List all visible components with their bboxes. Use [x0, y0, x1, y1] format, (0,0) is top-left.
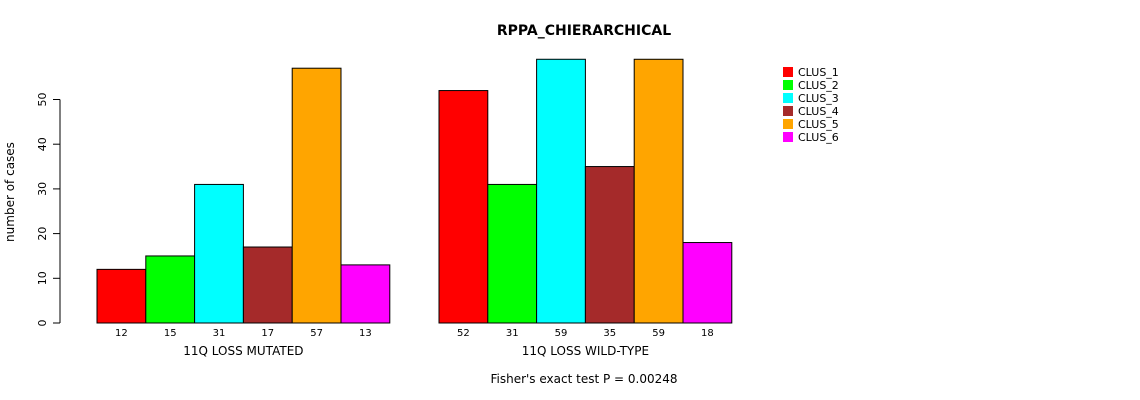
bar-count-label: 17 [261, 328, 274, 339]
group-labels: 11Q LOSS MUTATED 11Q LOSS WILD-TYPE [183, 344, 649, 358]
legend-label: CLUS_3 [798, 92, 839, 105]
chart-title: RPPA_CHIERARCHICAL [497, 23, 671, 39]
legend-label: CLUS_2 [798, 79, 839, 92]
bar-clus-1-group-2 [438, 90, 489, 324]
bar-count-label: 18 [701, 328, 714, 339]
bar-count-label: 35 [603, 328, 616, 339]
bar-clus-3-group-1 [194, 183, 244, 324]
y-tick-label: 20 [36, 227, 49, 241]
bar-count-label: 31 [213, 328, 226, 339]
bar-clus-4-group-2 [584, 166, 635, 324]
bar-clus-3-group-2 [536, 58, 586, 324]
bar-count-label: 13 [359, 328, 372, 339]
legend-label: CLUS_6 [798, 131, 839, 144]
legend-swatch-clus-1 [783, 67, 793, 77]
y-tick-label: 10 [36, 271, 49, 285]
bars [96, 58, 733, 324]
bar-clus-6-group-1 [340, 264, 391, 324]
y-tick-label: 30 [36, 182, 49, 196]
bar-count-label: 57 [310, 328, 323, 339]
legend-swatch-clus-5 [783, 119, 793, 129]
group-label: 11Q LOSS WILD-TYPE [522, 344, 649, 358]
bar-clus-2-group-1 [145, 255, 196, 324]
legend-label: CLUS_1 [798, 66, 839, 79]
bar-clus-1-group-1 [96, 268, 147, 324]
legend-swatch-clus-2 [783, 80, 793, 90]
legend-label: CLUS_5 [798, 118, 839, 131]
bar-count-label: 15 [164, 328, 177, 339]
legend-swatch-clus-6 [783, 132, 793, 142]
fisher-test-note: Fisher's exact test P = 0.00248 [490, 372, 677, 386]
legend-swatch-clus-4 [783, 106, 793, 116]
y-axis: 0 10 20 30 40 50 [36, 93, 61, 327]
bar-count-label: 52 [457, 328, 470, 339]
bar-clus-5-group-2 [633, 58, 684, 324]
bar-clus-2-group-2 [487, 183, 538, 324]
group-label: 11Q LOSS MUTATED [183, 344, 303, 358]
y-axis-label: number of cases [3, 142, 17, 242]
bar-count-label: 31 [506, 328, 519, 339]
bar-count-label: 59 [652, 328, 665, 339]
y-tick-label: 0 [36, 320, 49, 327]
legend-swatch-clus-3 [783, 93, 793, 103]
bar-clus-5-group-1 [291, 67, 342, 324]
bar-count-label: 59 [555, 328, 568, 339]
count-labels: 12 15 31 17 57 13 52 31 59 35 59 18 [115, 328, 714, 339]
bar-count-label: 12 [115, 328, 128, 339]
legend-label: CLUS_4 [798, 105, 839, 118]
bar-clus-6-group-2 [682, 242, 733, 324]
y-tick-label: 40 [36, 137, 49, 151]
y-tick-label: 50 [36, 93, 49, 107]
bar-clus-4-group-1 [242, 246, 293, 324]
